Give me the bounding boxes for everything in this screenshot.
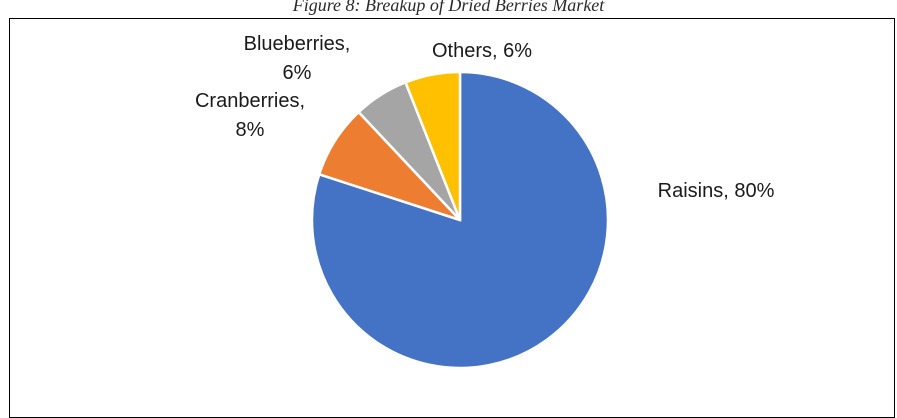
figure-caption: Figure 8: Breakup of Dried Berries Marke… [292, 0, 605, 15]
data-label-cranberries: Cranberries, 8% [195, 90, 305, 141]
data-label-raisins: Raisins, 80% [658, 180, 775, 202]
data-label-blueberries: Blueberries, 6% [244, 33, 351, 84]
pie-slice-others [403, 70, 462, 221]
data-label-others: Others, 6% [432, 40, 532, 62]
